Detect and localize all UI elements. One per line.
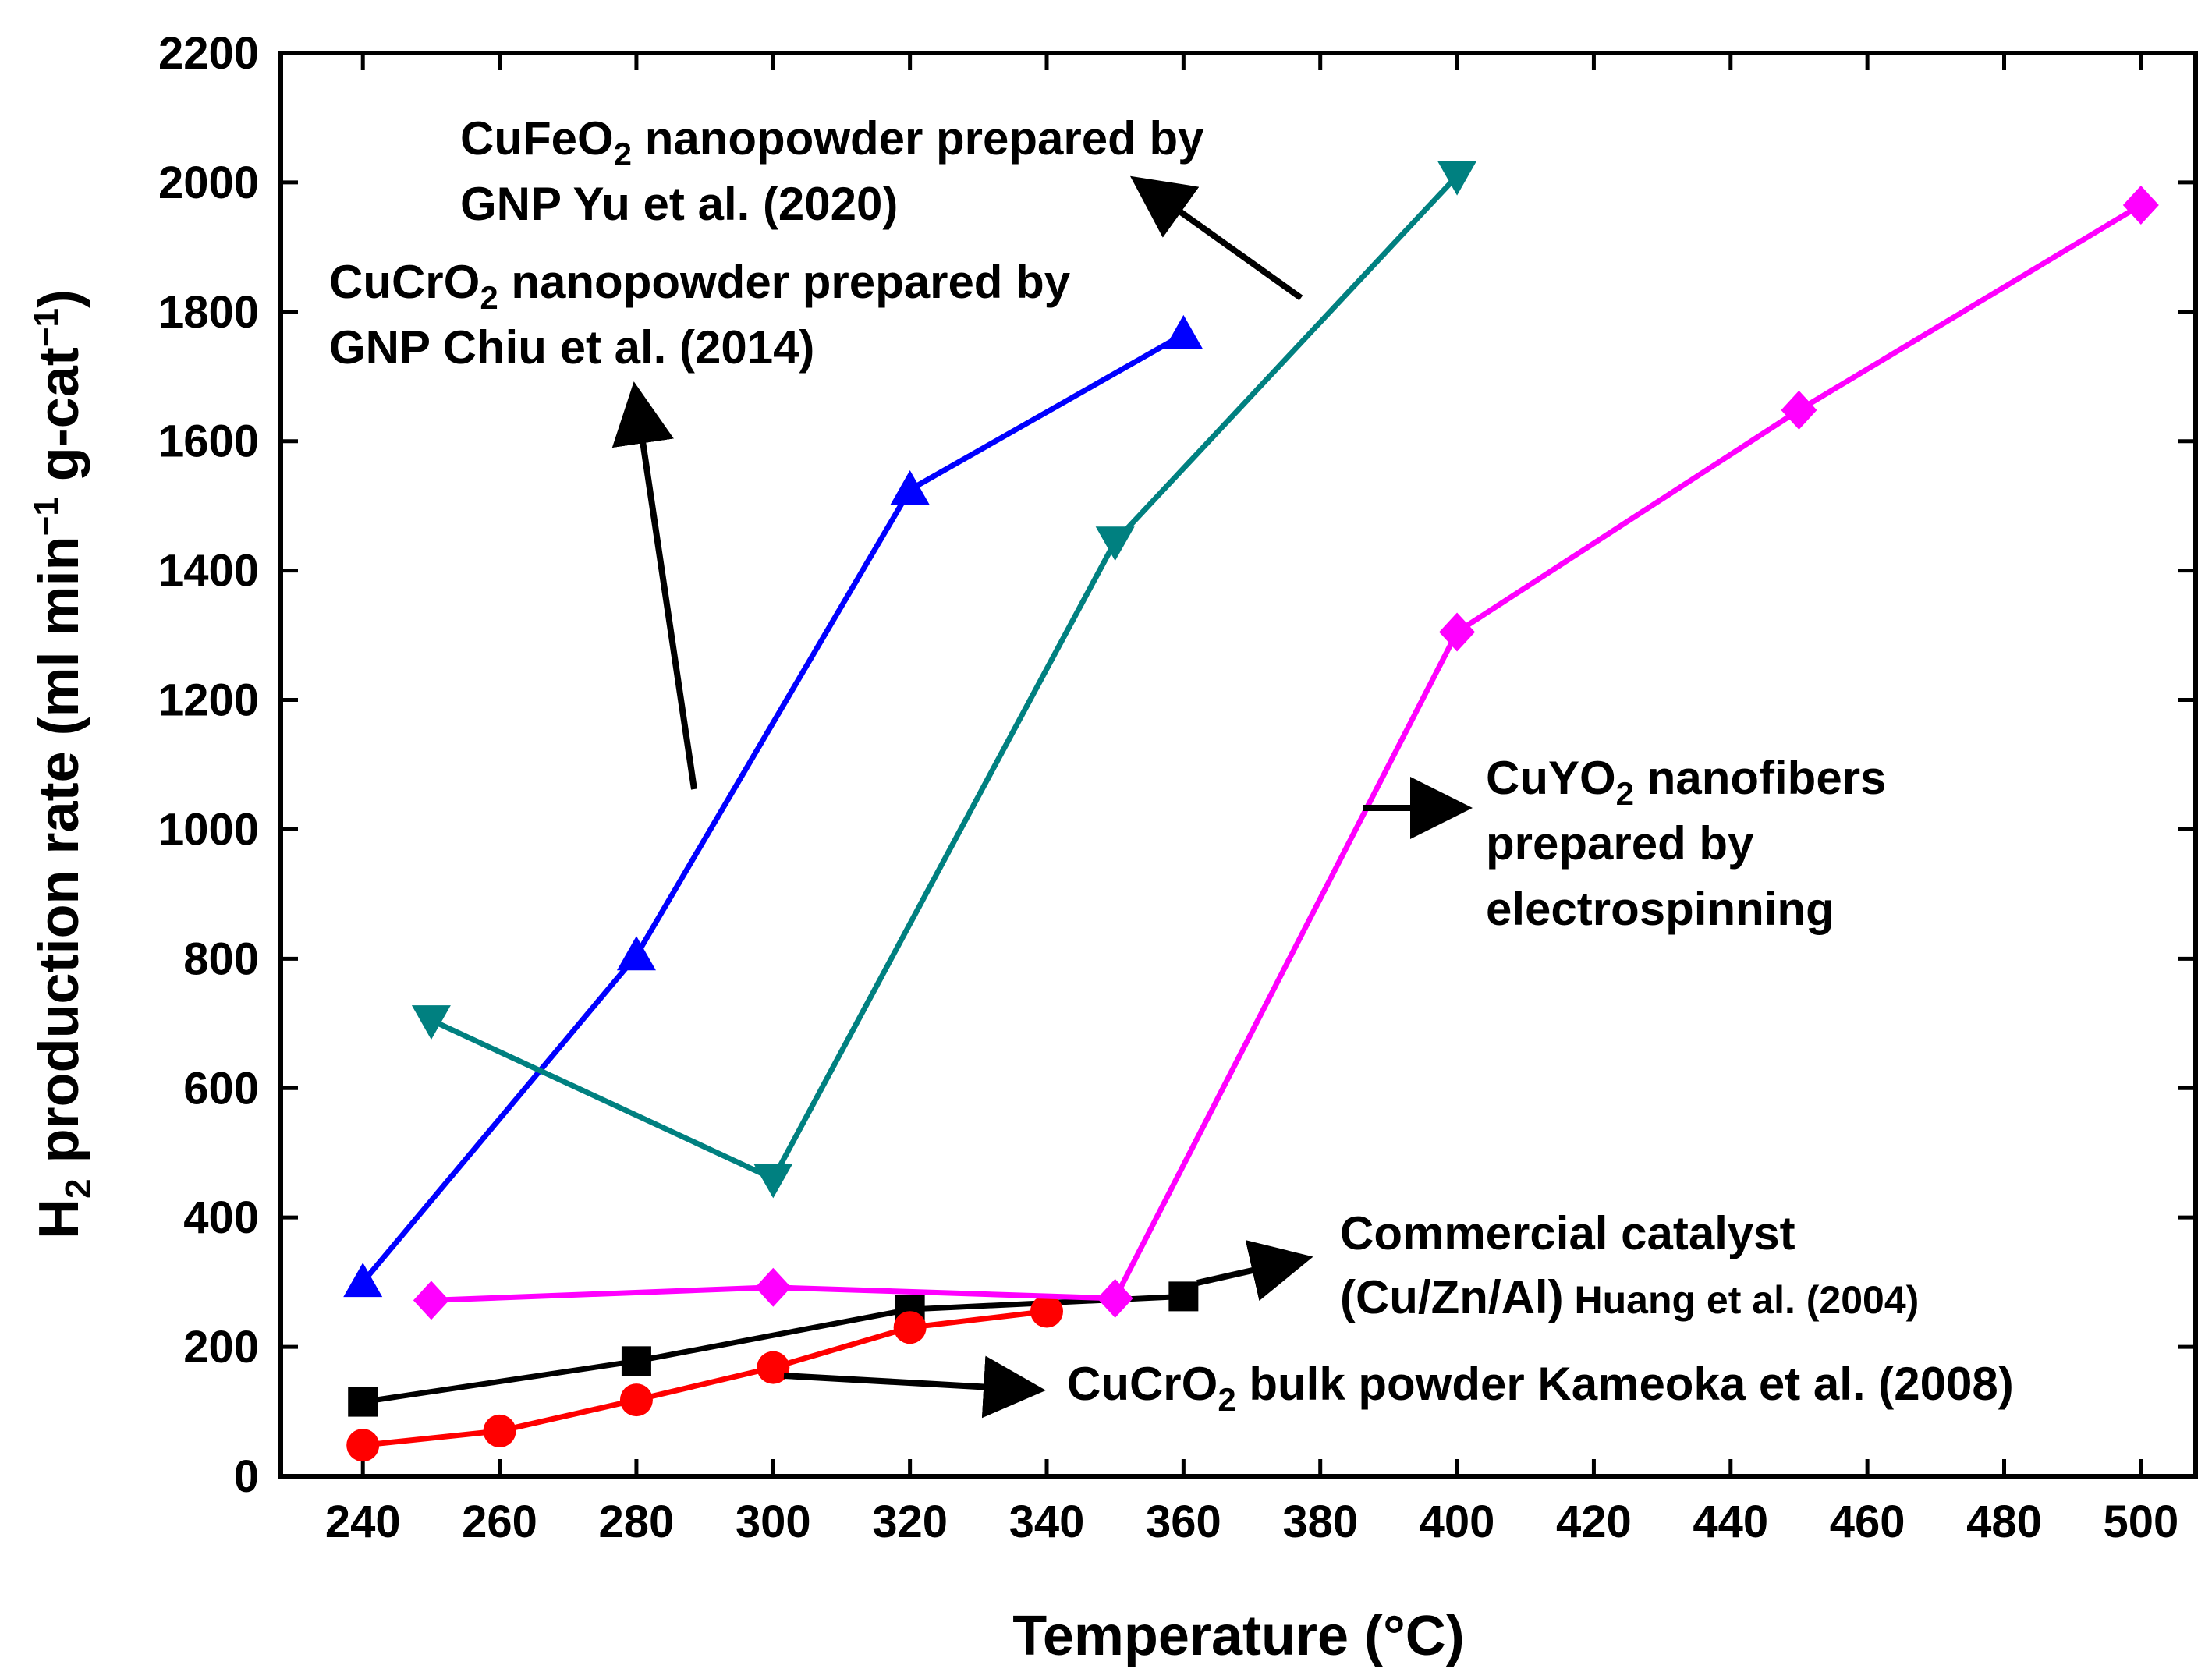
data-point (483, 1414, 516, 1447)
arrow-cufeo2 (1129, 175, 1303, 301)
series-line (431, 202, 2143, 1303)
data-point (1095, 526, 1135, 561)
arrow-cucro2-nano (611, 381, 697, 790)
data-point (1168, 1281, 1199, 1312)
x-tick-label: 360 (1146, 1497, 1221, 1547)
data-point (411, 1005, 451, 1040)
axis-ticks: 240 260 280 300 320 340 360 380 400 420 440 460 480 5… (158, 28, 2196, 1547)
annotation-bulk: CuCrO2 bulk powder Kameoka et al. (2008) (1067, 1358, 2014, 1418)
annotation-cuyo2-line1: CuYO2 nanofibers (1486, 752, 1886, 812)
x-tick-label: 460 (1830, 1497, 1905, 1547)
data-point (621, 1346, 651, 1376)
y-tick-label: 2200 (158, 28, 259, 79)
series-line (430, 174, 1459, 1181)
data-point (348, 1387, 378, 1417)
y-tick-label: 1800 (158, 287, 259, 338)
x-tick-label: 260 (462, 1497, 537, 1547)
x-tick-label: 240 (325, 1497, 401, 1547)
plot-frame (278, 51, 2198, 1479)
y-axis-title-sup2: −1 (27, 308, 66, 347)
series-2 (343, 314, 1203, 1298)
x-tick-label: 400 (1420, 1497, 1495, 1547)
data-point (753, 1164, 793, 1199)
y-axis-title-main: production rate (ml min (28, 536, 90, 1178)
annotation-commercial-line1: Commercial catalyst (1340, 1207, 1795, 1259)
data-point (1437, 161, 1477, 196)
annotation-cufeo2-line1: CuFeO2 nanopowder prepared by (460, 112, 1204, 172)
data-point (1097, 1278, 1133, 1318)
y-axis-title-sup1: −1 (27, 497, 66, 536)
y-tick-label: 2000 (158, 158, 259, 208)
x-tick-label: 500 (2103, 1497, 2178, 1547)
data-point (413, 1281, 449, 1320)
data-point (1781, 390, 1817, 430)
x-tick-label: 380 (1282, 1497, 1358, 1547)
y-tick-label: 200 (183, 1322, 259, 1373)
data-point (893, 1311, 927, 1344)
data-point (616, 936, 656, 971)
y-axis-title: H2 production rate (ml min−1 g-cat−1) (27, 289, 98, 1239)
data-point (1439, 612, 1476, 652)
annotation-cuyo2-line3: electrospinning (1486, 883, 1834, 935)
arrow-bulk (783, 1355, 1046, 1419)
data-point (890, 469, 930, 505)
x-tick-label: 480 (1966, 1497, 2042, 1547)
data-point (2122, 185, 2159, 225)
series-layer (343, 161, 2159, 1462)
data-point (343, 1263, 383, 1298)
x-tick-label: 440 (1693, 1497, 1768, 1547)
x-tick-label: 300 (736, 1497, 811, 1547)
y-axis-title-end: ) (28, 289, 90, 308)
y-tick-label: 800 (183, 933, 259, 984)
annotation-cucro2-nano-line2: GNP Chiu et al. (2014) (329, 321, 814, 374)
x-tick-label: 320 (872, 1497, 948, 1547)
x-axis-title: Temperature (°C) (1012, 1605, 1465, 1667)
series-1 (346, 1295, 1063, 1462)
series-3 (411, 161, 1477, 1199)
series-line (362, 1308, 1048, 1448)
y-axis-title-prefix: H (28, 1199, 90, 1239)
series-4 (413, 185, 2159, 1320)
annotation-commercial-line2: (Cu/Zn/Al) Huang et al. (2004) (1340, 1271, 1919, 1323)
x-tick-label: 280 (599, 1497, 675, 1547)
y-tick-label: 1200 (158, 675, 259, 726)
y-tick-label: 1000 (158, 804, 259, 855)
annotation-cufeo2-line2: GNP Yu et al. (2020) (460, 178, 898, 230)
data-point (1030, 1295, 1063, 1328)
y-tick-label: 600 (183, 1063, 259, 1114)
y-tick-label: 1400 (158, 546, 259, 597)
y-axis-title-mid: g-cat (28, 347, 90, 497)
arrow-commercial (1196, 1240, 1313, 1302)
data-point (757, 1351, 790, 1384)
annotation-cucro2-nano-line1: CuCrO2 nanopowder prepared by (329, 256, 1071, 316)
x-tick-label: 340 (1009, 1497, 1085, 1547)
data-point (1164, 314, 1203, 349)
data-point (755, 1267, 792, 1307)
data-point (619, 1383, 653, 1417)
y-tick-label: 1600 (158, 416, 259, 467)
data-point (346, 1429, 380, 1462)
series-line (360, 331, 1186, 1284)
y-axis-title-sub: 2 (58, 1178, 98, 1199)
x-tick-label: 420 (1556, 1497, 1632, 1547)
y-tick-label: 0 (234, 1451, 259, 1502)
y-tick-label: 400 (183, 1192, 259, 1243)
annotation-cuyo2-line2: prepared by (1486, 817, 1754, 870)
